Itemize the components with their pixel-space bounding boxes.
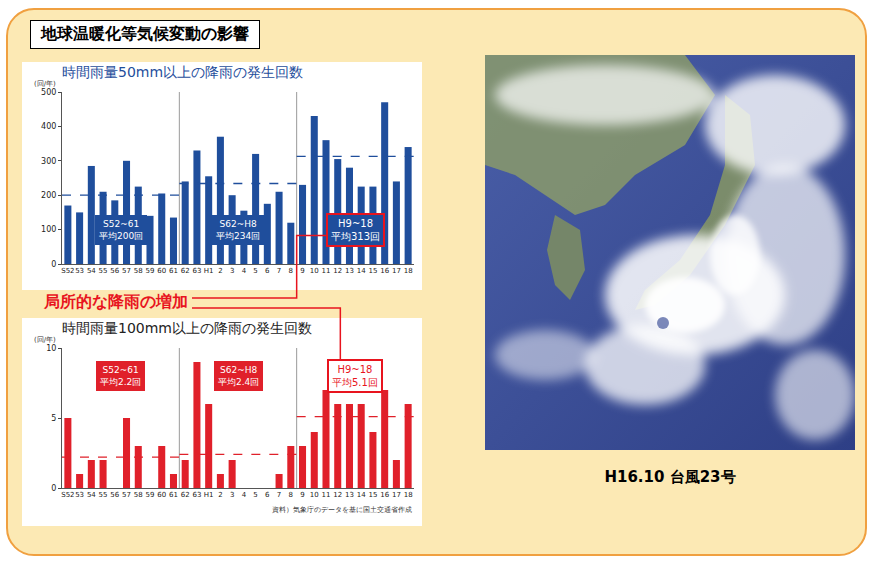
svg-text:H1: H1 [204, 267, 214, 275]
svg-text:200: 200 [41, 191, 56, 200]
svg-text:100: 100 [41, 225, 56, 234]
svg-text:63: 63 [192, 267, 201, 275]
svg-text:H1: H1 [204, 491, 214, 499]
svg-text:12: 12 [333, 491, 342, 499]
svg-text:13: 13 [345, 267, 354, 275]
html-text:局所的な降雨の増加: 局所的な降雨の増加 [44, 292, 188, 311]
svg-text:57: 57 [122, 491, 131, 499]
svg-text:14: 14 [357, 491, 366, 499]
svg-text:3: 3 [230, 491, 234, 499]
svg-text:(回/年): (回/年) [34, 80, 56, 88]
html-text:H16.10 台風23号: H16.10 台風23号 [604, 468, 736, 486]
svg-text:53: 53 [75, 267, 84, 275]
svg-text:13: 13 [345, 491, 354, 499]
svg-text:53: 53 [75, 491, 84, 499]
svg-text:S52: S52 [61, 491, 74, 499]
svg-text:資料）気象庁のデータを基に国土交通省作成: 資料）気象庁のデータを基に国土交通省作成 [272, 506, 412, 514]
svg-text:56: 56 [110, 267, 119, 275]
svg-text:S52: S52 [61, 267, 74, 275]
svg-text:58: 58 [134, 267, 143, 275]
svg-text:300: 300 [41, 157, 56, 166]
svg-text:61: 61 [169, 267, 178, 275]
svg-text:5: 5 [253, 267, 257, 275]
svg-text:17: 17 [392, 267, 401, 275]
svg-text:3: 3 [230, 267, 234, 275]
svg-text:10: 10 [46, 344, 56, 353]
svg-text:4: 4 [242, 491, 247, 499]
svg-text:5: 5 [253, 491, 257, 499]
svg-text:8: 8 [289, 267, 293, 275]
svg-text:5: 5 [51, 414, 56, 423]
svg-text:500: 500 [41, 88, 56, 97]
html-text:地球温暖化等気候変動の影響: 地球温暖化等気候変動の影響 [41, 24, 249, 43]
svg-text:15: 15 [368, 267, 377, 275]
svg-text:57: 57 [122, 267, 131, 275]
svg-text:6: 6 [265, 267, 270, 275]
svg-text:16: 16 [380, 267, 389, 275]
svg-text:0: 0 [51, 484, 56, 493]
svg-text:59: 59 [146, 267, 155, 275]
svg-text:55: 55 [99, 267, 108, 275]
svg-text:60: 60 [157, 267, 166, 275]
svg-text:62: 62 [181, 491, 190, 499]
svg-text:54: 54 [87, 491, 96, 499]
svg-text:56: 56 [110, 491, 119, 499]
svg-text:9: 9 [300, 491, 304, 499]
svg-text:10: 10 [310, 491, 319, 499]
svg-text:9: 9 [300, 267, 304, 275]
svg-text:61: 61 [169, 491, 178, 499]
svg-text:H9~18平均313回: H9~18平均313回 [331, 218, 380, 242]
svg-text:18: 18 [404, 267, 413, 275]
svg-text:54: 54 [87, 267, 96, 275]
svg-text:10: 10 [310, 267, 319, 275]
svg-text:0: 0 [51, 260, 56, 269]
svg-text:2: 2 [218, 491, 222, 499]
svg-text:S62~H8平均234回: S62~H8平均234回 [216, 219, 260, 241]
svg-text:400: 400 [41, 122, 56, 131]
svg-text:S62~H8平均2.4回: S62~H8平均2.4回 [218, 365, 259, 387]
svg-text:6: 6 [265, 491, 270, 499]
svg-text:11: 11 [322, 267, 331, 275]
svg-text:4: 4 [242, 267, 247, 275]
svg-text:S52~61平均2.2回: S52~61平均2.2回 [100, 365, 141, 387]
svg-text:59: 59 [146, 491, 155, 499]
svg-text:15: 15 [368, 491, 377, 499]
svg-text:55: 55 [99, 491, 108, 499]
svg-text:12: 12 [333, 267, 342, 275]
svg-text:17: 17 [392, 491, 401, 499]
svg-text:7: 7 [277, 491, 281, 499]
svg-text:H9~18平均5.1回: H9~18平均5.1回 [332, 364, 378, 388]
svg-text:14: 14 [357, 267, 366, 275]
svg-text:58: 58 [134, 491, 143, 499]
svg-text:2: 2 [218, 267, 222, 275]
svg-text:16: 16 [380, 491, 389, 499]
svg-text:S52~61平均200回: S52~61平均200回 [99, 219, 143, 241]
svg-text:11: 11 [322, 491, 331, 499]
svg-text:18: 18 [404, 491, 413, 499]
svg-text:62: 62 [181, 267, 190, 275]
svg-text:時間雨量50mm以上の降雨の発生回数: 時間雨量50mm以上の降雨の発生回数 [62, 64, 303, 80]
svg-text:(回/年): (回/年) [34, 336, 56, 344]
svg-text:63: 63 [192, 491, 201, 499]
svg-text:7: 7 [277, 267, 281, 275]
svg-text:時間雨量100mm以上の降雨の発生回数: 時間雨量100mm以上の降雨の発生回数 [62, 320, 312, 336]
svg-text:8: 8 [289, 491, 293, 499]
svg-text:60: 60 [157, 491, 166, 499]
